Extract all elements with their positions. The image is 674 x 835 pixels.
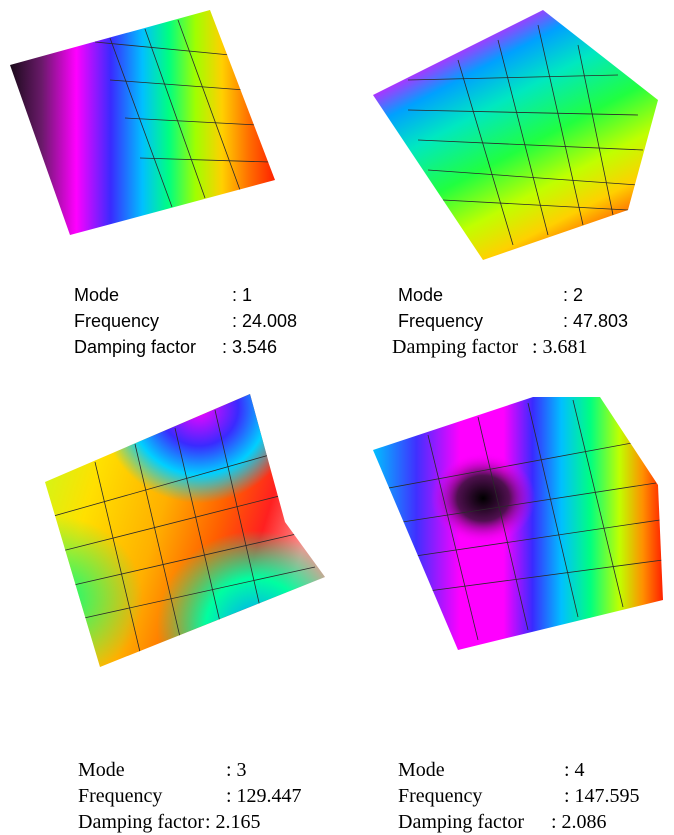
mode-1-info: Mode : 1 Frequency : 24.008 Damping factor… xyxy=(74,282,334,360)
mode-2-mesh-grid xyxy=(407,24,644,246)
mode-3-surface xyxy=(45,394,325,667)
mode-value: : 4 xyxy=(564,759,585,781)
mode-2-info: Mode : 2 Frequency : 47.803 Damping factor… xyxy=(392,282,668,360)
damping-value: : 3.546 xyxy=(222,337,278,357)
mode-1-surface xyxy=(10,10,275,235)
mode-value: : 2 xyxy=(563,285,584,305)
mode-4-mesh-grid xyxy=(377,399,663,641)
frequency-label: Frequency xyxy=(74,311,160,331)
frequency-label: Frequency xyxy=(398,311,484,331)
frequency-value: : 129.447 xyxy=(226,785,302,807)
mode-label: Mode xyxy=(398,285,444,305)
damping-label: Damping factor xyxy=(392,336,519,358)
mode-4-shape-plot xyxy=(368,395,668,650)
mode-label: Mode xyxy=(398,759,445,781)
mode-3-shape-plot xyxy=(40,392,330,672)
mode-1-shape-plot xyxy=(0,0,280,240)
damping-value: : 2.165 xyxy=(205,811,261,833)
mode-value: : 3 xyxy=(226,759,247,781)
frequency-label: Frequency xyxy=(398,785,483,807)
damping-label: Damping factor xyxy=(398,811,525,833)
mode-value: : 1 xyxy=(232,285,253,305)
mode-2-shape-plot xyxy=(368,5,668,265)
mode-1-mesh-grid xyxy=(94,19,271,208)
frequency-value: : 24.008 xyxy=(232,311,298,331)
mode-2-surface xyxy=(373,10,658,260)
mode-3-mesh-grid xyxy=(49,409,316,653)
damping-label: Damping factor xyxy=(74,337,197,357)
mode-3-info: Mode : 3 Frequency : 129.447 Damping facto… xyxy=(78,757,348,835)
mode-label: Mode xyxy=(74,285,120,305)
mode-4-surface xyxy=(373,397,663,650)
damping-value: : 3.681 xyxy=(532,336,588,358)
mode-4-info: Mode : 4 Frequency : 147.595 Damping facto… xyxy=(398,757,670,835)
mode-label: Mode xyxy=(78,759,125,781)
frequency-value: : 47.803 xyxy=(563,311,629,331)
frequency-label: Frequency xyxy=(78,785,163,807)
frequency-value: : 147.595 xyxy=(564,785,640,807)
damping-value: : 2.086 xyxy=(551,811,607,833)
damping-label: Damping factor xyxy=(78,811,205,833)
